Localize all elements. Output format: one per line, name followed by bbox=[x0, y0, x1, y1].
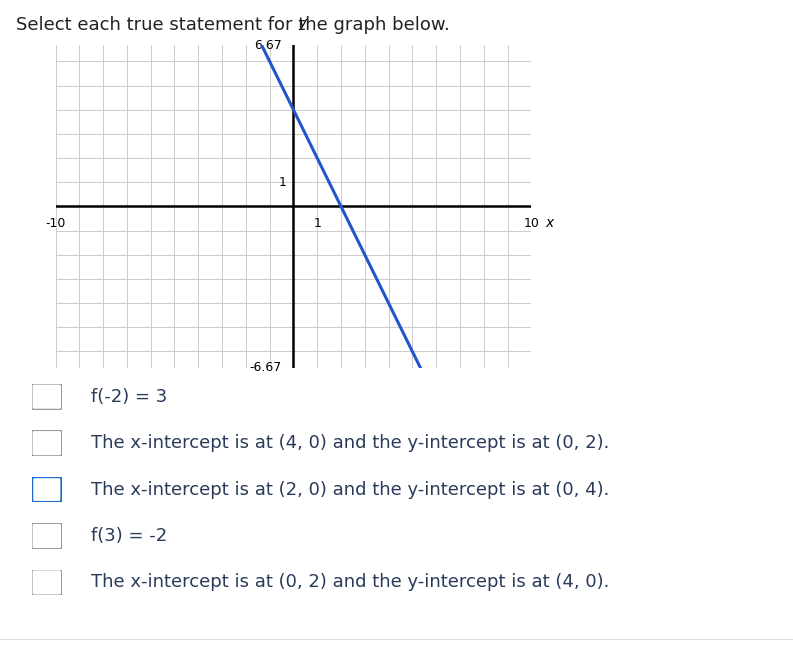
Text: 1: 1 bbox=[313, 217, 321, 230]
FancyBboxPatch shape bbox=[32, 523, 62, 549]
Text: The x-intercept is at (2, 0) and the y-intercept is at (0, 4).: The x-intercept is at (2, 0) and the y-i… bbox=[91, 481, 610, 499]
Text: 10: 10 bbox=[523, 217, 539, 230]
Text: Select each true statement for the graph below.: Select each true statement for the graph… bbox=[16, 16, 450, 34]
Text: f(-2) = 3: f(-2) = 3 bbox=[91, 388, 167, 406]
Text: f(3) = -2: f(3) = -2 bbox=[91, 527, 167, 545]
FancyBboxPatch shape bbox=[32, 430, 62, 456]
Text: -10: -10 bbox=[45, 217, 66, 230]
Text: x: x bbox=[546, 216, 554, 230]
Text: y: y bbox=[298, 16, 306, 30]
Text: 1: 1 bbox=[278, 175, 286, 189]
FancyBboxPatch shape bbox=[32, 384, 62, 410]
FancyBboxPatch shape bbox=[32, 570, 62, 595]
Text: -6.67: -6.67 bbox=[249, 361, 282, 374]
FancyBboxPatch shape bbox=[32, 477, 62, 502]
Text: 6.67: 6.67 bbox=[254, 39, 282, 52]
Text: The x-intercept is at (0, 2) and the y-intercept is at (4, 0).: The x-intercept is at (0, 2) and the y-i… bbox=[91, 573, 610, 591]
Text: The x-intercept is at (4, 0) and the y-intercept is at (0, 2).: The x-intercept is at (4, 0) and the y-i… bbox=[91, 434, 610, 452]
